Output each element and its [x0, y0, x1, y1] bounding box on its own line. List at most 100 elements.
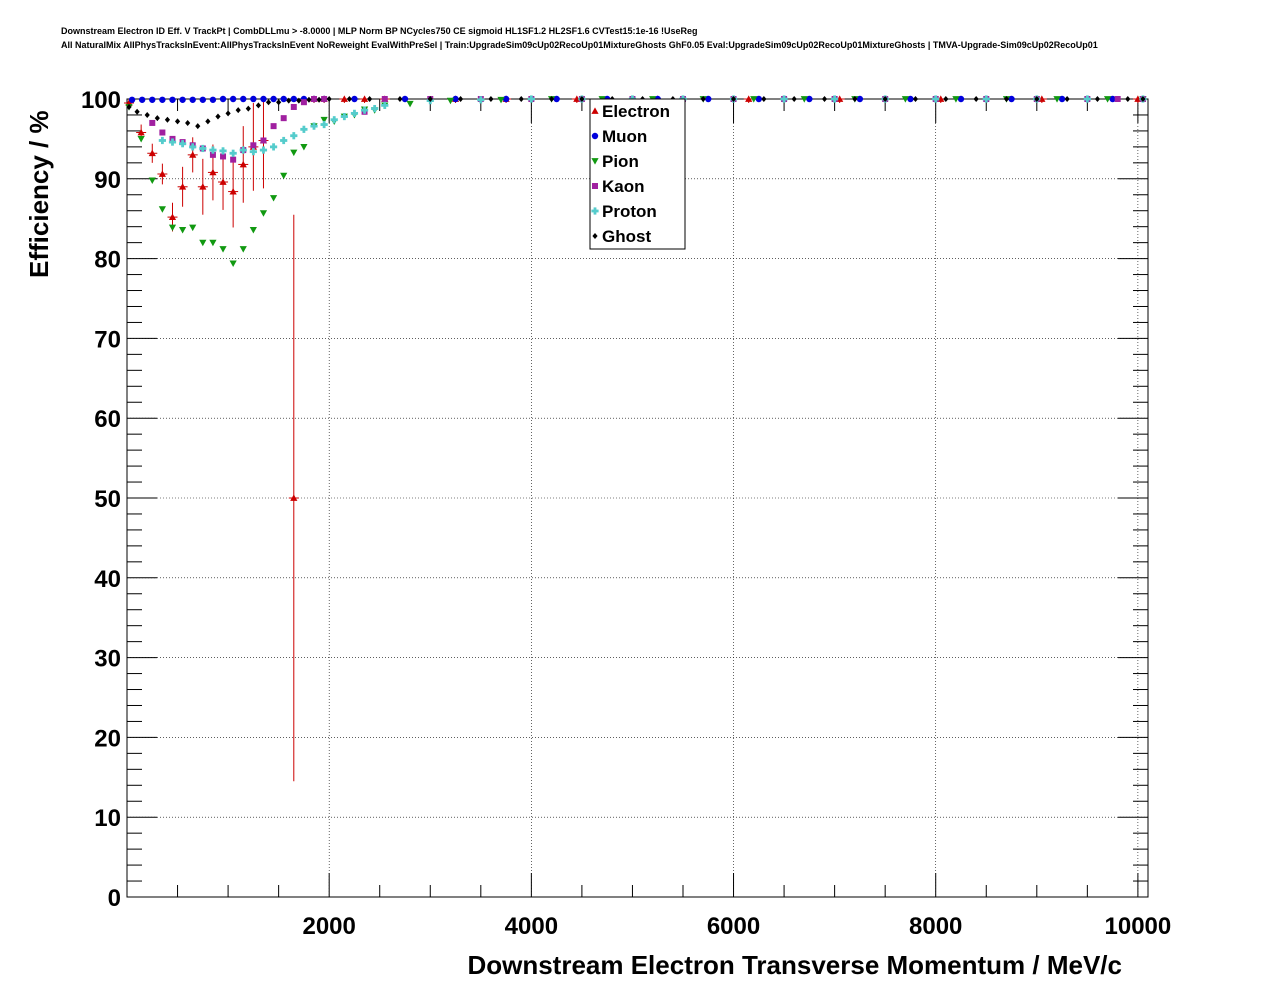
x-tick-label: 4000 [505, 913, 558, 940]
data-point [239, 160, 247, 168]
data-point [982, 95, 990, 103]
data-point [239, 246, 247, 253]
y-tick-label: 100 [81, 87, 121, 114]
cross-bar-v [221, 147, 225, 155]
data-point [300, 144, 308, 151]
data-point [457, 96, 464, 102]
data-point [791, 96, 797, 102]
data-point [350, 109, 359, 117]
legend-marker-proton [591, 207, 599, 215]
data-point [427, 96, 433, 102]
data-point [148, 177, 156, 184]
data-point [219, 147, 227, 155]
data-point [209, 151, 216, 158]
cross-bar-v [191, 143, 195, 151]
y-tick-label: 40 [94, 566, 121, 593]
data-point [761, 96, 767, 102]
cross-bar-v [383, 101, 387, 109]
data-point [330, 116, 338, 124]
data-point [138, 96, 146, 103]
cross-bar-v [292, 132, 296, 140]
data-point [137, 128, 145, 136]
cross-bar-v [262, 146, 265, 154]
data-point [134, 108, 140, 115]
data-point [290, 103, 297, 110]
cross-bar-v [363, 106, 366, 114]
data-point [280, 136, 288, 145]
data-point [340, 112, 348, 121]
legend-label-proton: Proton [602, 202, 657, 221]
data-point [209, 168, 217, 176]
data-point [360, 106, 369, 114]
data-point [149, 119, 156, 126]
data-point [1034, 96, 1040, 102]
cross-bar-v [782, 95, 786, 103]
data-point [452, 95, 459, 103]
data-point [199, 183, 207, 190]
legend-marker-kaon [592, 183, 598, 189]
data-point [290, 132, 298, 140]
legend-label-electron: Electron [602, 102, 670, 121]
y-tick-label: 50 [94, 486, 121, 513]
data-point [755, 95, 763, 103]
data-point [397, 96, 403, 102]
data-point [518, 96, 524, 102]
data-point [821, 96, 828, 102]
data-point [730, 96, 737, 102]
data-point [205, 118, 211, 125]
y-tick-label: 80 [94, 247, 121, 274]
cross-bar-v [302, 125, 306, 133]
data-point [401, 95, 409, 103]
data-point [168, 213, 177, 220]
data-point [229, 95, 237, 103]
data-point [446, 97, 455, 105]
cross-bar-v [593, 207, 597, 215]
data-point [700, 96, 706, 102]
data-point [1064, 96, 1070, 102]
data-point [553, 95, 560, 103]
data-point [406, 100, 414, 108]
data-point [219, 246, 227, 253]
data-point [1125, 96, 1131, 102]
cross-bar-v [251, 148, 255, 156]
data-point [290, 494, 298, 501]
data-point [229, 187, 237, 195]
x-tick-label: 2000 [302, 913, 355, 940]
data-point [240, 95, 247, 103]
data-point [250, 142, 257, 149]
legend-label-muon: Muon [602, 127, 647, 146]
data-point [189, 143, 197, 151]
data-point [158, 136, 166, 145]
data-point [220, 153, 227, 160]
data-point [806, 95, 813, 103]
data-point [189, 96, 196, 103]
legend: Electron Muon Pion Kaon Proton Ghost [589, 98, 686, 250]
data-point [800, 96, 808, 103]
data-point [260, 137, 267, 144]
data-point [1109, 95, 1116, 103]
data-point [126, 103, 132, 110]
data-point [1114, 96, 1121, 102]
y-tick-label: 0 [108, 885, 121, 912]
data-point [280, 95, 287, 103]
data-point [290, 149, 298, 157]
data-point [381, 101, 389, 109]
data-point [199, 239, 207, 247]
y-tick-label: 60 [94, 406, 121, 433]
data-point [249, 226, 257, 234]
y-tick-label: 70 [94, 326, 121, 353]
data-point [179, 96, 186, 103]
y-tick-label: 90 [94, 167, 121, 194]
cross-bar-v [231, 149, 235, 157]
x-tick-label: 8000 [909, 913, 962, 940]
data-point [780, 95, 788, 103]
legend-box [589, 98, 686, 250]
data-point [185, 119, 191, 126]
cross-bar-v [181, 140, 184, 148]
data-point [249, 148, 257, 156]
data-point [219, 95, 227, 103]
data-point [290, 95, 297, 103]
data-point [1003, 96, 1010, 102]
cross-bar-v [322, 120, 326, 129]
